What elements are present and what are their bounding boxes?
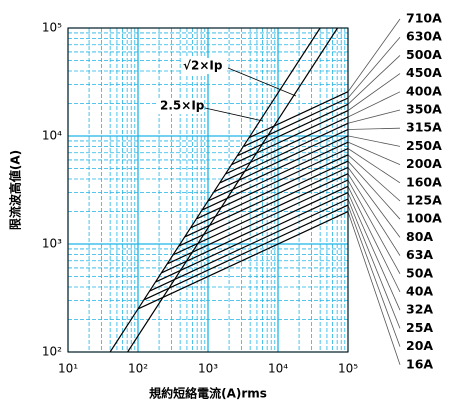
series-line bbox=[190, 154, 348, 229]
series-line bbox=[138, 211, 348, 310]
legend-leader bbox=[347, 73, 401, 111]
legend-leader bbox=[347, 204, 401, 347]
annotation-leader bbox=[204, 107, 264, 122]
series-line bbox=[202, 141, 348, 211]
y-tick-label: 10⁴ bbox=[42, 129, 62, 143]
legend-leader bbox=[347, 198, 401, 329]
legend-leader bbox=[347, 109, 401, 124]
series-line bbox=[208, 135, 348, 202]
annotation-bg bbox=[158, 98, 204, 114]
legend-label: 25A bbox=[406, 320, 433, 335]
legend-label: 200A bbox=[406, 156, 442, 171]
x-axis-label: 規約短絡電流(A)rms bbox=[149, 386, 267, 401]
series-line bbox=[167, 179, 348, 265]
legend-leader bbox=[347, 91, 401, 118]
series-line bbox=[149, 198, 348, 292]
legend-leader bbox=[347, 179, 401, 274]
annotation: √2×Ip bbox=[183, 59, 223, 73]
legend-label: 32A bbox=[406, 302, 433, 317]
legend-leader bbox=[347, 141, 401, 165]
legend-label: 630A bbox=[406, 29, 442, 44]
legend-label: 40A bbox=[406, 284, 433, 299]
y-axis-label: 限流波高値(A) bbox=[8, 150, 23, 230]
legend-label: 710A bbox=[406, 11, 442, 26]
y-tick-label: 10³ bbox=[42, 237, 62, 251]
legend-leader bbox=[347, 135, 401, 147]
annotation: 2.5×Ip bbox=[160, 99, 205, 113]
y-tick-label: 10⁵ bbox=[42, 21, 62, 35]
series-line bbox=[155, 192, 348, 283]
legend-leader bbox=[347, 186, 401, 293]
legend-leader bbox=[347, 173, 401, 256]
legend-label: 400A bbox=[406, 83, 442, 98]
legend-label: 50A bbox=[406, 265, 433, 280]
legend-leader bbox=[347, 55, 401, 105]
series-line bbox=[219, 122, 348, 184]
series-line bbox=[243, 97, 348, 148]
legend-label: 250A bbox=[406, 138, 442, 153]
legend-label: 500A bbox=[406, 47, 442, 62]
series-line bbox=[161, 185, 348, 274]
series-line bbox=[184, 160, 348, 238]
legend-leader bbox=[347, 167, 401, 238]
legend-label: 80A bbox=[406, 229, 433, 244]
legend-leader bbox=[347, 211, 401, 365]
annotation-leader bbox=[227, 67, 297, 97]
legend-leader bbox=[347, 127, 401, 130]
legend-leader bbox=[347, 160, 401, 220]
annotation-bg bbox=[181, 58, 227, 74]
legend-label: 63A bbox=[406, 247, 433, 262]
series-line bbox=[248, 91, 348, 139]
legend-label: 100A bbox=[406, 211, 442, 226]
series-line bbox=[225, 116, 348, 175]
x-tick-label: 10⁵ bbox=[338, 362, 358, 376]
legend-label: 350A bbox=[406, 102, 442, 117]
x-tick-label: 10³ bbox=[198, 362, 218, 376]
series-line bbox=[231, 110, 348, 166]
x-tick-label: 10⁴ bbox=[268, 362, 288, 376]
x-tick-label: 10¹ bbox=[58, 362, 78, 376]
plot-frame bbox=[67, 27, 349, 353]
legend-label: 125A bbox=[406, 193, 442, 208]
series-line bbox=[109, 28, 321, 352]
series-line bbox=[237, 103, 348, 157]
legend-label: 315A bbox=[406, 120, 442, 135]
legend-leader bbox=[347, 36, 401, 99]
legend-label: 20A bbox=[406, 338, 433, 353]
y-tick-label: 10² bbox=[42, 345, 62, 359]
series-line bbox=[213, 128, 348, 193]
series-line bbox=[143, 204, 348, 301]
x-tick-label: 10² bbox=[128, 362, 148, 376]
series-line bbox=[178, 166, 348, 247]
legend-leader bbox=[347, 148, 401, 184]
legend-leader bbox=[347, 154, 401, 202]
legend-label: 16A bbox=[406, 356, 433, 371]
series-line bbox=[173, 173, 348, 256]
legend-label: 450A bbox=[406, 65, 442, 80]
legend-leader bbox=[347, 192, 401, 311]
legend-leader bbox=[347, 18, 401, 92]
series-line bbox=[196, 147, 348, 220]
legend-label: 160A bbox=[406, 174, 442, 189]
